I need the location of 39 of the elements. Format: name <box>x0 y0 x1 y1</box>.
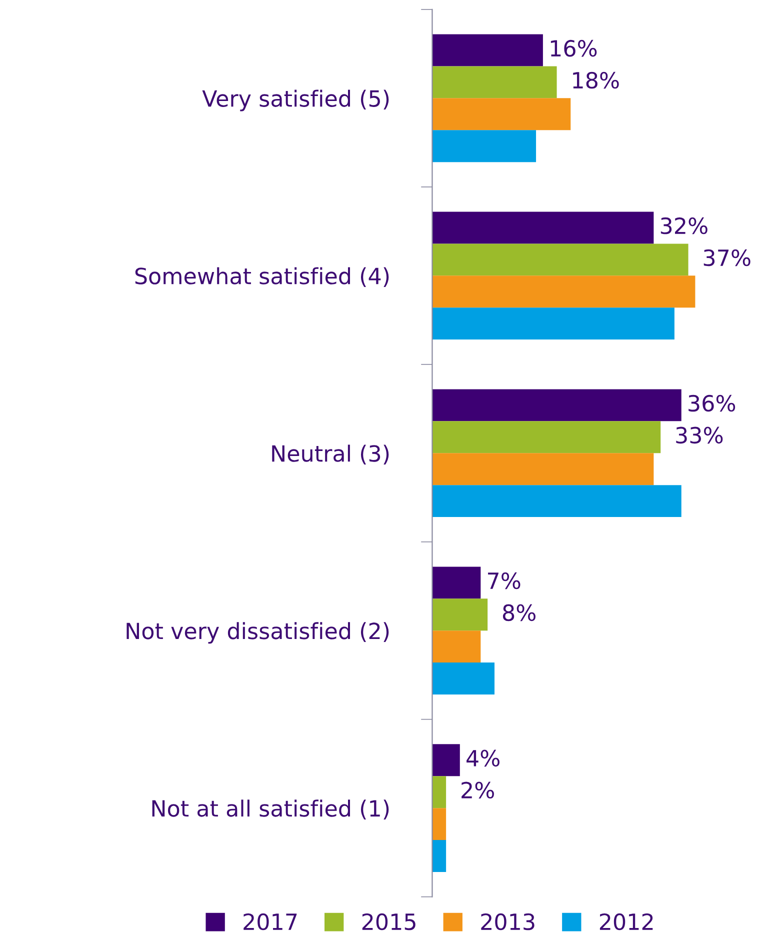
bar <box>432 212 654 244</box>
y-tick-label: Very satisfied (5) <box>202 90 389 112</box>
legend-label: 2013 <box>481 913 534 930</box>
bar <box>432 389 682 422</box>
bar <box>432 453 654 486</box>
y-tick-label: Not very dissatisfied (2) <box>126 622 389 644</box>
bar <box>432 98 571 130</box>
legend-label: 2017 <box>244 913 297 930</box>
bar <box>432 808 446 840</box>
bar <box>432 34 543 66</box>
legend-label: 2015 <box>362 913 416 930</box>
bar <box>432 566 481 599</box>
bar <box>432 485 682 518</box>
data-label: 16% <box>550 40 597 57</box>
bar <box>432 776 446 808</box>
data-label: 32% <box>660 217 708 234</box>
data-label: 7% <box>488 572 520 590</box>
bar <box>432 840 446 872</box>
bar <box>432 308 674 340</box>
data-label: 18% <box>573 72 619 89</box>
data-label: 4% <box>466 750 500 767</box>
data-label: 2% <box>462 782 494 799</box>
y-tick-label: Neutral (3) <box>272 444 389 464</box>
bar <box>432 744 460 776</box>
legend-label: 2012 <box>600 913 653 930</box>
bar <box>432 662 495 694</box>
bar <box>432 276 696 308</box>
bar <box>432 244 688 276</box>
bar <box>432 630 481 663</box>
data-label: 33% <box>676 426 723 444</box>
bar <box>432 130 536 162</box>
y-tick-label: Somewhat satisfied (4) <box>135 267 389 288</box>
y-tick-label: Not at all satisfied (1) <box>152 800 389 820</box>
data-label: 36% <box>688 394 736 412</box>
bar <box>432 66 557 98</box>
data-label: 37% <box>704 249 750 266</box>
bar <box>432 421 661 454</box>
bar <box>432 598 488 631</box>
data-label: 8% <box>502 604 536 622</box>
